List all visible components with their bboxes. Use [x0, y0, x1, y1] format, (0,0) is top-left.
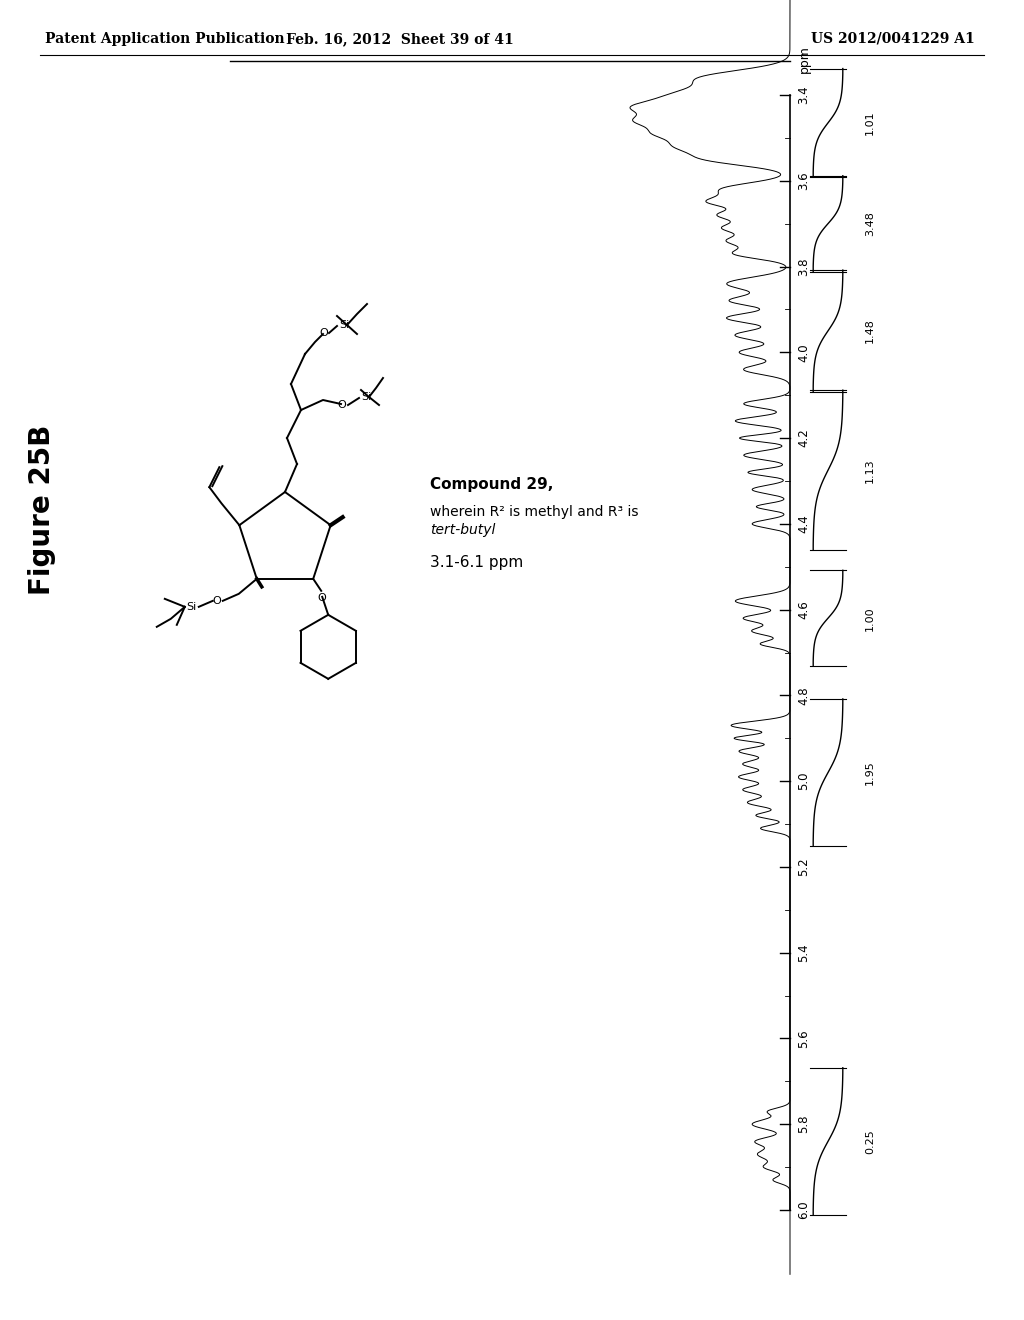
Text: 4.4: 4.4	[798, 515, 811, 533]
Text: 3.1-6.1 ppm: 3.1-6.1 ppm	[430, 554, 523, 569]
Text: Si: Si	[339, 319, 349, 330]
Text: Si: Si	[186, 602, 197, 612]
Text: 3.8: 3.8	[798, 257, 811, 276]
Text: O: O	[212, 595, 221, 606]
Text: 4.2: 4.2	[798, 429, 811, 447]
Text: 1.13: 1.13	[865, 458, 874, 483]
Text: 5.4: 5.4	[798, 944, 811, 962]
Text: 4.8: 4.8	[798, 686, 811, 705]
Text: 1.01: 1.01	[865, 111, 874, 135]
Text: 5.8: 5.8	[798, 1115, 811, 1134]
Text: tert-butyl: tert-butyl	[430, 523, 496, 537]
Text: Compound 29,: Compound 29,	[430, 478, 553, 492]
Text: 6.0: 6.0	[798, 1201, 811, 1220]
Text: 3.48: 3.48	[865, 211, 874, 236]
Text: O: O	[319, 327, 329, 338]
Text: 3.4: 3.4	[798, 86, 811, 104]
Text: 4.6: 4.6	[798, 601, 811, 619]
Text: wherein R² is methyl and R³ is: wherein R² is methyl and R³ is	[430, 506, 643, 519]
Text: 4.0: 4.0	[798, 343, 811, 362]
Text: 1.95: 1.95	[865, 760, 874, 785]
Text: US 2012/0041229 A1: US 2012/0041229 A1	[811, 32, 975, 46]
Text: Figure 25B: Figure 25B	[28, 425, 56, 595]
Text: ppm: ppm	[798, 45, 811, 73]
Text: 3.6: 3.6	[798, 172, 811, 190]
Text: 5.6: 5.6	[798, 1030, 811, 1048]
Text: Patent Application Publication: Patent Application Publication	[45, 32, 285, 46]
Text: 5.2: 5.2	[798, 858, 811, 876]
Text: Feb. 16, 2012  Sheet 39 of 41: Feb. 16, 2012 Sheet 39 of 41	[286, 32, 514, 46]
Text: 0.25: 0.25	[865, 1129, 874, 1154]
Text: O: O	[338, 400, 346, 411]
Text: 5.0: 5.0	[798, 772, 811, 791]
Text: 1.48: 1.48	[865, 318, 874, 343]
Text: Si: Si	[361, 392, 372, 403]
Text: O: O	[317, 593, 327, 603]
Text: 1.00: 1.00	[865, 606, 874, 631]
